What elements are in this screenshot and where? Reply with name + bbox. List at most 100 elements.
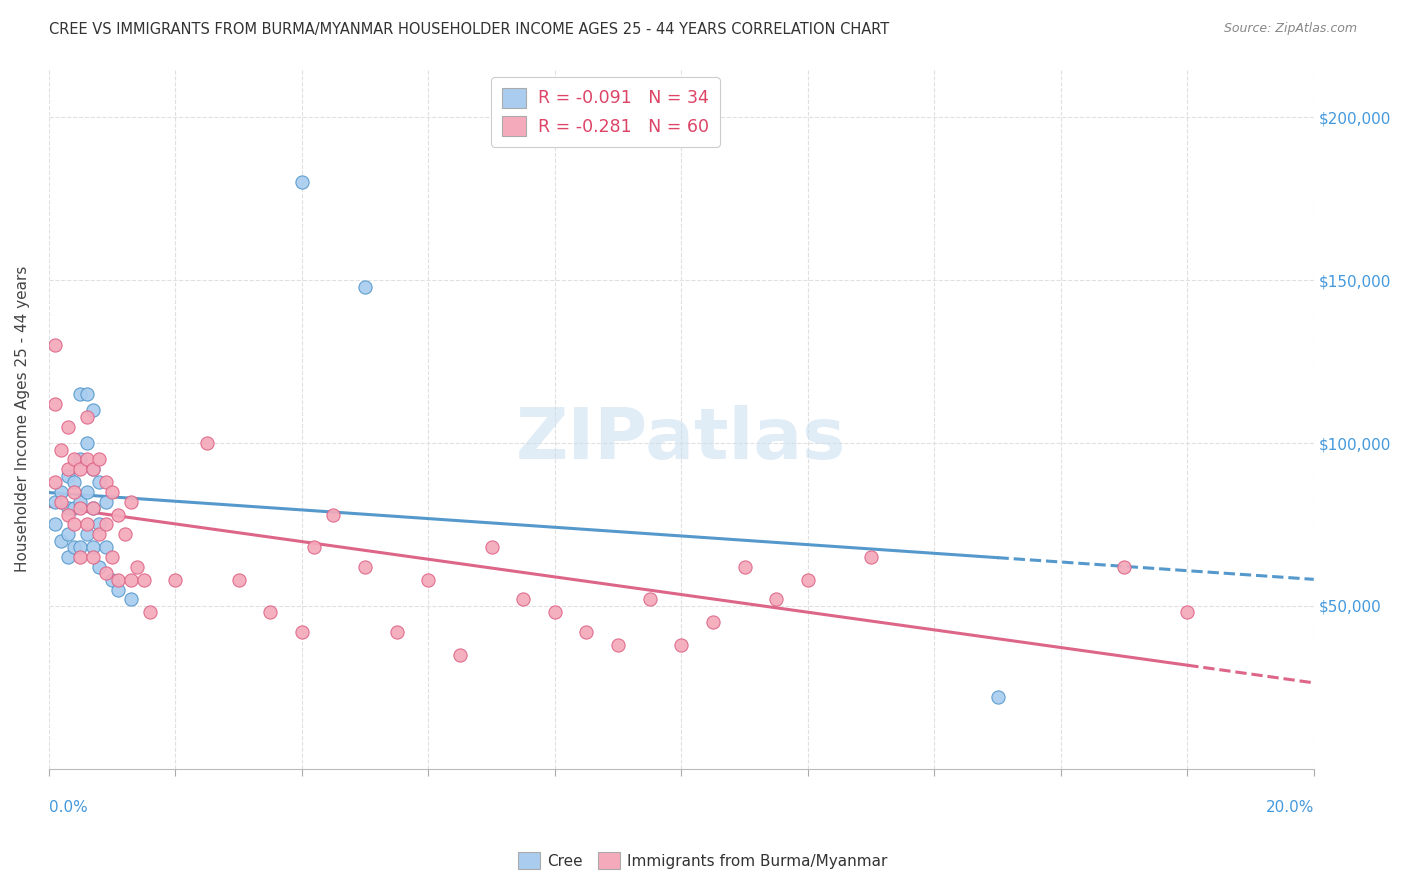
- Point: [76, 452, 98, 467]
- Point: [63, 452, 86, 467]
- Text: Source: ZipAtlas.com: Source: ZipAtlas.com: [1223, 22, 1357, 36]
- Point: [56, 468, 79, 483]
- Point: [76, 484, 98, 499]
- Point: [69, 494, 91, 508]
- Point: [56, 462, 79, 476]
- Point: [127, 559, 149, 574]
- Point: [575, 624, 598, 639]
- Point: [304, 540, 326, 554]
- Point: [101, 549, 124, 564]
- Point: [44, 494, 66, 508]
- Point: [44, 475, 66, 489]
- Point: [63, 475, 86, 489]
- Point: [63, 484, 86, 499]
- Point: [354, 559, 377, 574]
- Point: [259, 605, 281, 619]
- Text: CREE VS IMMIGRANTS FROM BURMA/MYANMAR HOUSEHOLDER INCOME AGES 25 - 44 YEARS CORR: CREE VS IMMIGRANTS FROM BURMA/MYANMAR HO…: [49, 22, 890, 37]
- Point: [702, 615, 724, 629]
- Point: [89, 517, 111, 532]
- Point: [512, 592, 534, 607]
- Point: [63, 501, 86, 516]
- Point: [63, 540, 86, 554]
- Point: [671, 638, 693, 652]
- Point: [76, 517, 98, 532]
- Point: [1112, 559, 1135, 574]
- Point: [449, 648, 471, 662]
- Point: [69, 452, 91, 467]
- Point: [638, 592, 661, 607]
- Y-axis label: Householder Income Ages 25 - 44 years: Householder Income Ages 25 - 44 years: [15, 266, 30, 572]
- Point: [44, 397, 66, 411]
- Point: [51, 442, 73, 457]
- Point: [228, 573, 250, 587]
- Point: [76, 527, 98, 541]
- Point: [418, 573, 440, 587]
- Point: [322, 508, 344, 522]
- Point: [76, 409, 98, 424]
- Point: [89, 475, 111, 489]
- Point: [101, 484, 124, 499]
- Point: [82, 501, 104, 516]
- Point: [44, 517, 66, 532]
- Point: [56, 527, 79, 541]
- Point: [544, 605, 567, 619]
- Point: [51, 533, 73, 548]
- Point: [76, 387, 98, 401]
- Point: [89, 527, 111, 541]
- Point: [607, 638, 630, 652]
- Point: [120, 573, 142, 587]
- Legend: R = -0.091   N = 34, R = -0.281   N = 60: R = -0.091 N = 34, R = -0.281 N = 60: [491, 78, 720, 147]
- Point: [291, 176, 314, 190]
- Point: [859, 549, 882, 564]
- Point: [69, 387, 91, 401]
- Text: 20.0%: 20.0%: [1265, 800, 1313, 815]
- Point: [734, 559, 756, 574]
- Point: [82, 540, 104, 554]
- Point: [76, 436, 98, 450]
- Point: [120, 592, 142, 607]
- Point: [195, 436, 218, 450]
- Point: [56, 549, 79, 564]
- Point: [82, 462, 104, 476]
- Point: [82, 462, 104, 476]
- Point: [120, 494, 142, 508]
- Point: [69, 549, 91, 564]
- Point: [94, 517, 117, 532]
- Point: [69, 462, 91, 476]
- Text: ZIPatlas: ZIPatlas: [516, 405, 846, 474]
- Point: [385, 624, 408, 639]
- Point: [94, 494, 117, 508]
- Point: [56, 501, 79, 516]
- Point: [63, 517, 86, 532]
- Point: [107, 573, 129, 587]
- Point: [139, 605, 162, 619]
- Point: [765, 592, 787, 607]
- Point: [89, 559, 111, 574]
- Text: 0.0%: 0.0%: [49, 800, 87, 815]
- Point: [107, 508, 129, 522]
- Point: [82, 403, 104, 417]
- Point: [89, 452, 111, 467]
- Point: [132, 573, 155, 587]
- Point: [481, 540, 503, 554]
- Point: [354, 279, 377, 293]
- Point: [1175, 605, 1198, 619]
- Point: [82, 549, 104, 564]
- Point: [797, 573, 820, 587]
- Point: [82, 501, 104, 516]
- Point: [69, 501, 91, 516]
- Point: [986, 690, 1008, 704]
- Point: [69, 540, 91, 554]
- Point: [165, 573, 187, 587]
- Point: [114, 527, 136, 541]
- Point: [94, 566, 117, 581]
- Point: [291, 624, 314, 639]
- Point: [101, 573, 124, 587]
- Point: [51, 494, 73, 508]
- Point: [94, 540, 117, 554]
- Point: [94, 475, 117, 489]
- Legend: Cree, Immigrants from Burma/Myanmar: Cree, Immigrants from Burma/Myanmar: [512, 846, 894, 875]
- Point: [107, 582, 129, 597]
- Point: [51, 484, 73, 499]
- Point: [56, 419, 79, 434]
